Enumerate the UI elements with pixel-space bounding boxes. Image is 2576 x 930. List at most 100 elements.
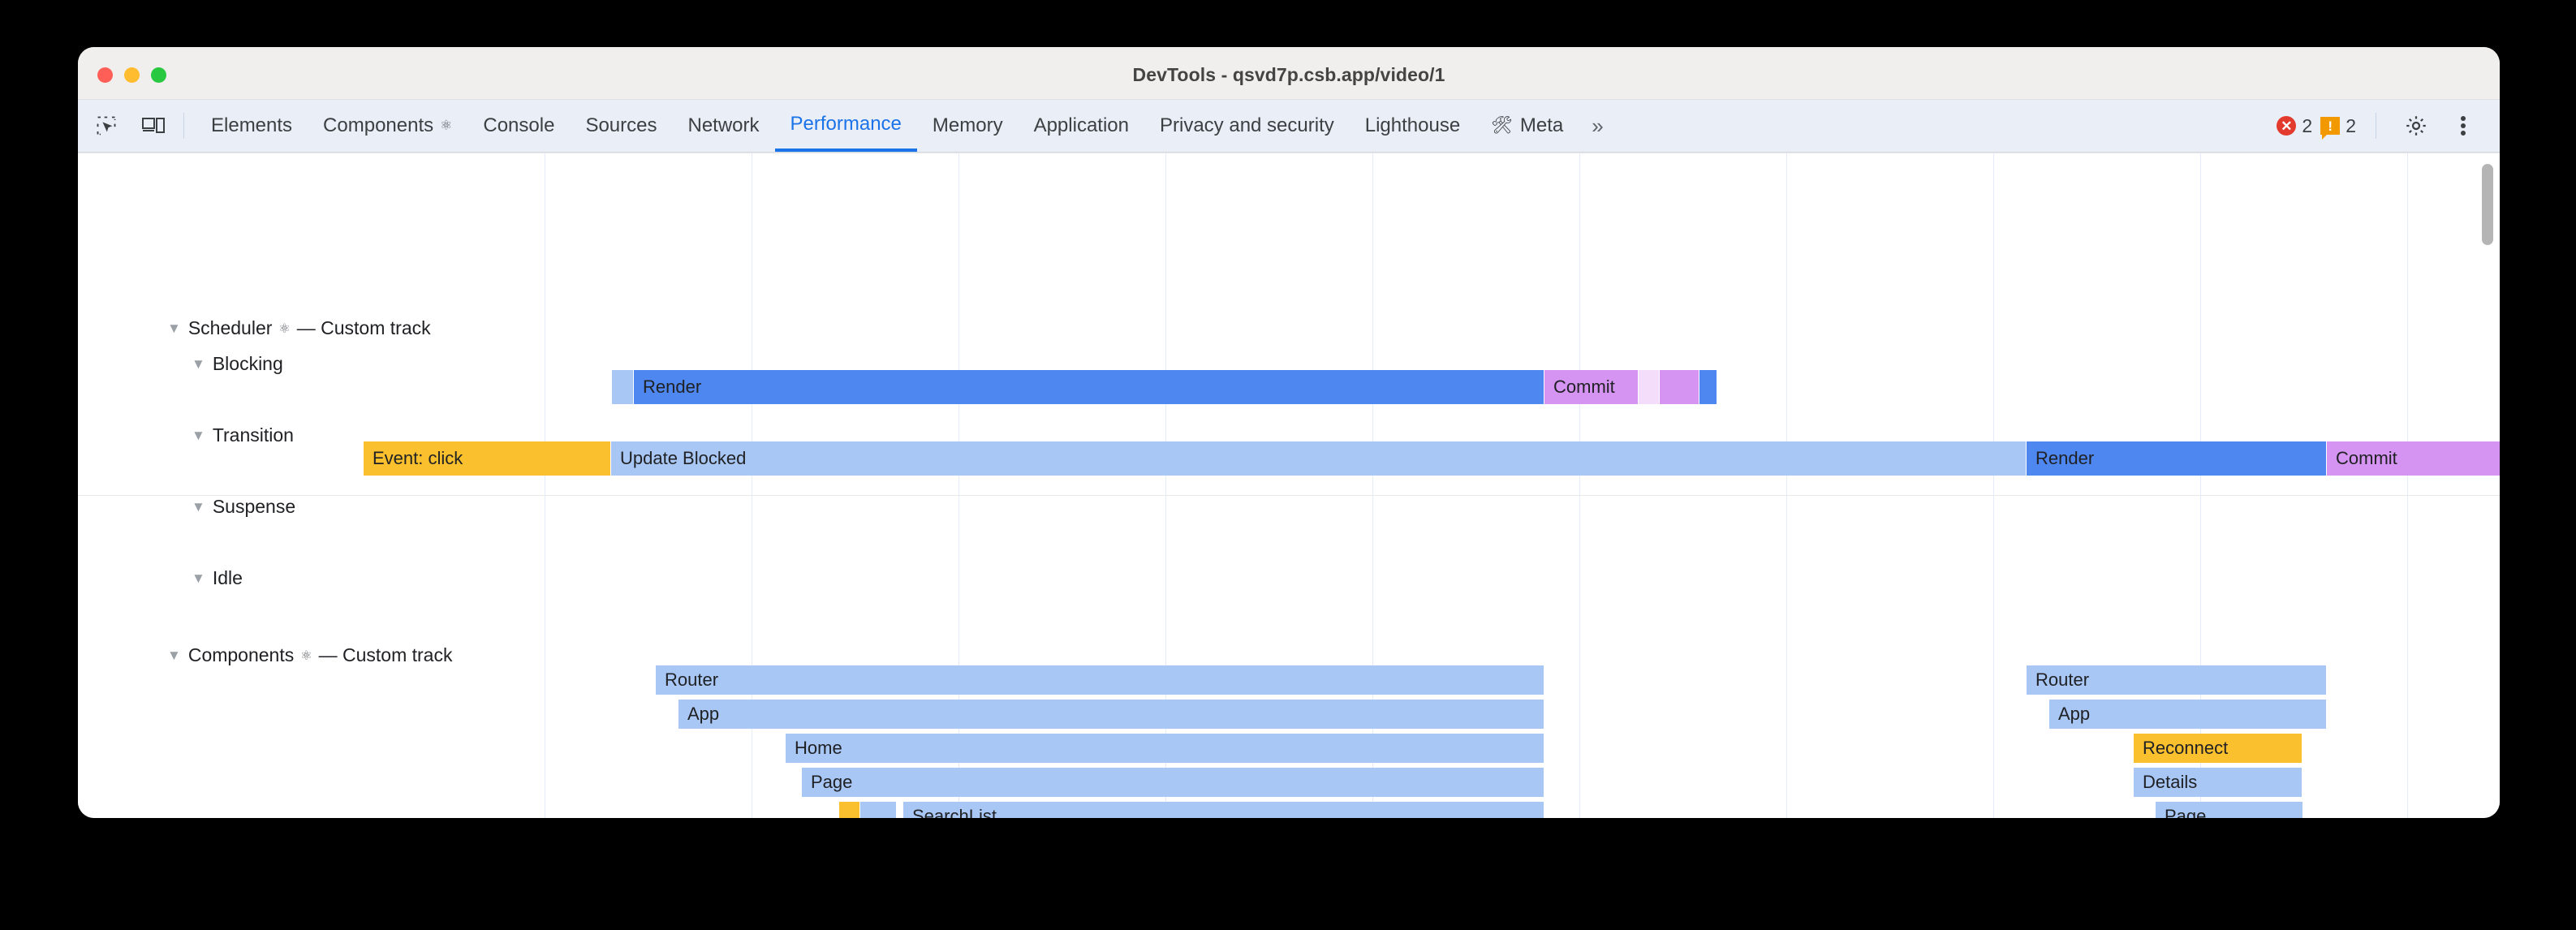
flame-bar-app[interactable]: App bbox=[2049, 700, 2327, 729]
track-row-idle[interactable]: ▼ Idle bbox=[192, 567, 243, 589]
grid-line bbox=[2407, 153, 2408, 818]
flame-bar-commit[interactable]: Commit bbox=[1544, 370, 1639, 404]
toolbar-right-group: ✕ 2 ! 2 bbox=[2277, 107, 2500, 144]
grid-line bbox=[2200, 153, 2201, 818]
track-suffix: — Custom track bbox=[318, 644, 453, 665]
flame-bar-home[interactable]: Home bbox=[786, 734, 1544, 763]
grid-line bbox=[1579, 153, 1580, 818]
flame-bar[interactable] bbox=[860, 802, 897, 818]
tab-memory[interactable]: Memory bbox=[917, 100, 1019, 152]
react-atom-icon: ⚛ bbox=[300, 648, 312, 663]
tab-label: Components bbox=[323, 114, 434, 136]
chevron-down-icon: ▼ bbox=[167, 320, 181, 336]
tab-privacy-and-security[interactable]: Privacy and security bbox=[1144, 100, 1350, 152]
flame-bar-label: Render bbox=[643, 377, 702, 397]
tab-label: Elements bbox=[211, 114, 293, 136]
flame-bar-label: Page bbox=[811, 772, 853, 792]
tab-application[interactable]: Application bbox=[1019, 100, 1144, 152]
devtools-window: DevTools - qsvd7p.csb.app/video/1 Elemen… bbox=[78, 47, 2500, 818]
tab-label: Privacy and security bbox=[1160, 114, 1334, 136]
tab-elements[interactable]: Elements bbox=[196, 100, 308, 152]
close-button[interactable] bbox=[97, 67, 113, 83]
flame-bar-label: Commit bbox=[2336, 448, 2397, 468]
window-title: DevTools - qsvd7p.csb.app/video/1 bbox=[1132, 64, 1445, 85]
flame-bar[interactable] bbox=[1639, 370, 1660, 404]
warning-icon: ! bbox=[2320, 117, 2341, 140]
track-divider bbox=[78, 495, 2500, 496]
tab-label: Meta bbox=[1519, 114, 1564, 136]
flame-bar-page[interactable]: Page bbox=[802, 768, 1544, 797]
inspect-element-icon[interactable] bbox=[88, 107, 125, 144]
title-bar: DevTools - qsvd7p.csb.app/video/1 bbox=[78, 47, 2500, 100]
flame-bar-reconnect[interactable]: Reconnect bbox=[2134, 734, 2302, 763]
vertical-scrollbar-thumb[interactable] bbox=[2482, 164, 2493, 245]
react-atom-icon: ⚛ bbox=[440, 118, 453, 133]
flame-bar-label: App bbox=[687, 704, 720, 724]
track-suffix: — Custom track bbox=[296, 317, 431, 338]
grid-line bbox=[958, 153, 959, 818]
error-count: 2 bbox=[2302, 114, 2313, 136]
tab-label: Lighthouse bbox=[1364, 114, 1461, 136]
kebab-menu-icon[interactable] bbox=[2445, 107, 2482, 144]
track-name: Scheduler bbox=[187, 317, 273, 338]
track-name: Components bbox=[187, 644, 295, 665]
flame-bar-label: Page bbox=[2165, 806, 2207, 819]
tab-meta[interactable]: 🛠 Meta bbox=[1475, 100, 1579, 152]
tab-components[interactable]: Components ⚛ bbox=[308, 100, 467, 152]
chevron-down-icon: ▼ bbox=[192, 498, 205, 515]
flame-bar-router[interactable]: Router bbox=[2027, 665, 2327, 695]
flame-bar-searchlist[interactable]: SearchList bbox=[903, 802, 1544, 818]
flame-bar[interactable] bbox=[612, 370, 634, 404]
warning-count: 2 bbox=[2346, 114, 2356, 136]
flame-bar-event-click[interactable]: Event: click bbox=[364, 441, 611, 476]
flame-bar[interactable] bbox=[1699, 370, 1717, 404]
flame-bar-label: Router bbox=[665, 670, 719, 690]
tab-label: Application bbox=[1033, 114, 1129, 136]
track-name: Idle bbox=[212, 567, 243, 588]
grid-line bbox=[1372, 153, 1373, 818]
track-header-components[interactable]: ▼ Components ⚛ — Custom track bbox=[167, 644, 452, 666]
flame-bar[interactable] bbox=[839, 802, 860, 818]
flame-bar-commit[interactable]: Commit bbox=[2327, 441, 2500, 476]
more-tabs-icon[interactable]: » bbox=[1592, 113, 1604, 138]
flame-bar[interactable] bbox=[1660, 370, 1699, 404]
performance-flame-chart[interactable]: ▼ Scheduler ⚛ — Custom track ▼ Blocking … bbox=[78, 153, 2500, 818]
grid-line bbox=[1786, 153, 1787, 818]
zoom-button[interactable] bbox=[151, 67, 166, 83]
flame-bar-label: Home bbox=[795, 738, 842, 758]
track-row-suspense[interactable]: ▼ Suspense bbox=[192, 496, 295, 518]
track-row-transition[interactable]: ▼ Transition bbox=[192, 424, 294, 446]
tab-sources[interactable]: Sources bbox=[570, 100, 672, 152]
tab-lighthouse[interactable]: Lighthouse bbox=[1350, 100, 1475, 152]
flame-bar-details[interactable]: Details bbox=[2134, 768, 2302, 797]
flame-bar-label: Commit bbox=[1553, 377, 1615, 397]
track-header-scheduler[interactable]: ▼ Scheduler ⚛ — Custom track bbox=[167, 317, 431, 339]
flame-bar-label: Render bbox=[2035, 448, 2095, 468]
tab-label: Sources bbox=[585, 114, 657, 136]
chevron-down-icon: ▼ bbox=[192, 570, 205, 586]
flame-bar-router[interactable]: Router bbox=[656, 665, 1544, 695]
flame-bar-render[interactable]: Render bbox=[634, 370, 1544, 404]
tab-network[interactable]: Network bbox=[672, 100, 774, 152]
devtools-toolbar: Elements Components ⚛ Console Sources Ne… bbox=[78, 100, 2500, 153]
tab-console[interactable]: Console bbox=[467, 100, 570, 152]
tab-label: Performance bbox=[790, 113, 902, 135]
flame-bar-render[interactable]: Render bbox=[2027, 441, 2327, 476]
flame-bar-label: SearchList bbox=[912, 806, 997, 819]
hammer-and-wrench-icon: 🛠 bbox=[1491, 116, 1513, 135]
toolbar-divider bbox=[183, 113, 184, 139]
track-row-blocking[interactable]: ▼ Blocking bbox=[192, 353, 283, 375]
chevron-down-icon: ▼ bbox=[192, 355, 205, 372]
flame-bar-label: Reconnect bbox=[2143, 738, 2229, 758]
error-badge[interactable]: ✕ 2 bbox=[2277, 115, 2312, 137]
flame-bar-label: Router bbox=[2035, 670, 2090, 690]
flame-bar-app[interactable]: App bbox=[678, 700, 1544, 729]
flame-bar-update-blocked[interactable]: Update Blocked bbox=[611, 441, 2027, 476]
device-toolbar-icon[interactable] bbox=[135, 107, 172, 144]
tab-performance[interactable]: Performance bbox=[774, 100, 917, 152]
flame-bar-page[interactable]: Page bbox=[2156, 802, 2303, 818]
minimize-button[interactable] bbox=[124, 67, 140, 83]
gear-icon[interactable] bbox=[2397, 107, 2435, 144]
warning-badge[interactable]: ! 2 bbox=[2320, 114, 2356, 140]
